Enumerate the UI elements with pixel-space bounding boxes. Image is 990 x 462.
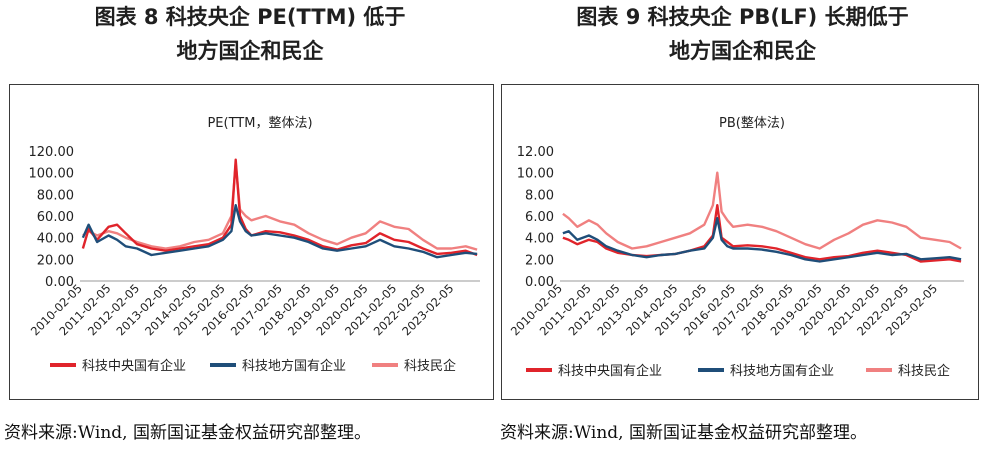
figure-8-title-line1: 图表 8 科技央企 PE(TTM) 低于 — [94, 5, 406, 29]
pb-chart: PB(整体法)0.002.004.006.008.0010.0012.00201… — [508, 116, 964, 379]
series-line-2 — [562, 171, 962, 250]
figure-8-title: 图表 8 科技央企 PE(TTM) 低于 地方国企和民企 — [0, 0, 500, 68]
figure-9-title: 图表 9 科技央企 PB(LF) 长期低于 地方国企和民企 — [495, 0, 990, 68]
chart-title: PB(整体法) — [719, 116, 785, 131]
figure-9-title-line2: 地方国企和民企 — [669, 39, 816, 63]
figure-8-source: 资料来源:Wind, 国新国证基金权益研究部整理。 — [4, 423, 371, 443]
y-tick-label: 8.00 — [525, 188, 554, 203]
figure-9-title-line1: 图表 9 科技央企 PB(LF) 长期低于 — [576, 5, 909, 29]
y-tick-label: 12.00 — [517, 145, 554, 160]
legend-label: 科技民企 — [898, 363, 950, 379]
legend-label: 科技中央国有企业 — [82, 358, 186, 374]
y-tick-label: 2.00 — [525, 253, 554, 268]
y-tick-label: 80.00 — [37, 188, 74, 203]
series-line-2 — [82, 162, 478, 251]
pe-chart: PE(TTM，整体法) 0.00 20.00 40.00 60.00 80.00 100.0… — [28, 116, 480, 374]
legend-label: 科技民企 — [404, 358, 456, 374]
figure-8-title-line2: 地方国企和民企 — [176, 39, 324, 63]
y-tick-label: 0.00 — [45, 275, 74, 290]
legend-label: 科技地方国有企业 — [242, 358, 346, 374]
series-line-1 — [562, 216, 962, 263]
y-tick-label: 6.00 — [525, 210, 554, 225]
legend-label: 科技中央国有企业 — [558, 363, 662, 379]
series-line-1 — [81, 203, 478, 259]
chart-title: PE(TTM，整体法) — [207, 116, 312, 131]
y-tick-label: 10.00 — [517, 167, 554, 182]
pe-chart-panel: PE(TTM，整体法) 0.00 20.00 40.00 60.00 80.00 100.0… — [9, 84, 494, 400]
pb-chart-panel: PB(整体法) 0.00 2.00 4.00 6.00 8.00 10.00 12.00 201… — [501, 84, 979, 400]
series-line-0 — [562, 203, 962, 263]
y-tick-label: 4.00 — [525, 232, 554, 247]
y-tick-label: 100.00 — [29, 167, 75, 182]
series-line-0 — [81, 158, 478, 257]
y-tick-label: 60.00 — [37, 210, 74, 225]
y-tick-label: 20.00 — [37, 253, 74, 268]
legend-label: 科技地方国有企业 — [730, 363, 834, 379]
y-tick-label: 0.00 — [525, 275, 554, 290]
figure-9-source: 资料来源:Wind, 国新国证基金权益研究部整理。 — [500, 423, 867, 443]
y-tick-label: 120.00 — [29, 145, 75, 160]
y-tick-label: 40.00 — [37, 232, 74, 247]
